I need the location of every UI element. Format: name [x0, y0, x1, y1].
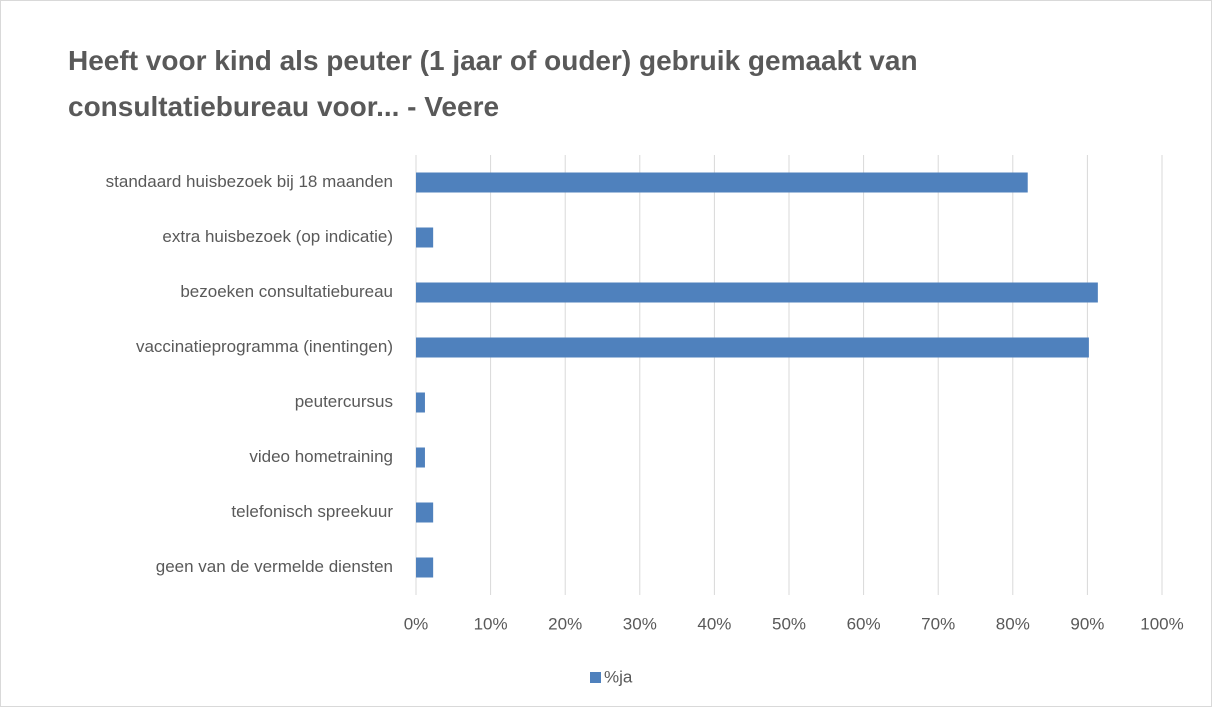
bar — [416, 227, 434, 248]
x-tick-label: 30% — [623, 614, 657, 633]
bar — [416, 282, 1098, 303]
x-tick-label: 100% — [1140, 614, 1183, 633]
bar — [416, 392, 425, 413]
y-tick-label: extra huisbezoek (op indicatie) — [162, 227, 393, 246]
x-tick-label: 60% — [847, 614, 881, 633]
bar — [416, 337, 1089, 358]
x-tick-label: 20% — [548, 614, 582, 633]
y-tick-label: vaccinatieprogramma (inentingen) — [136, 337, 393, 356]
x-tick-label: 0% — [404, 614, 429, 633]
bar — [416, 447, 425, 468]
bar — [416, 557, 434, 578]
y-tick-label: video hometraining — [249, 447, 393, 466]
y-tick-label: telefonisch spreekuur — [231, 502, 393, 521]
x-tick-label: 80% — [996, 614, 1030, 633]
chart-title: Heeft voor kind als peuter (1 jaar of ou… — [68, 45, 918, 122]
x-tick-label: 40% — [697, 614, 731, 633]
y-tick-label: peutercursus — [295, 392, 393, 411]
y-tick-label: standaard huisbezoek bij 18 maanden — [106, 172, 393, 191]
legend-label: %ja — [604, 667, 633, 686]
bar — [416, 502, 434, 523]
y-tick-label: bezoeken consultatiebureau — [180, 282, 393, 301]
x-tick-label: 10% — [474, 614, 508, 633]
x-tick-label: 90% — [1070, 614, 1104, 633]
legend-swatch — [590, 672, 601, 683]
x-tick-label: 50% — [772, 614, 806, 633]
bar — [416, 172, 1028, 193]
y-tick-label: geen van de vermelde diensten — [156, 557, 393, 576]
x-tick-label: 70% — [921, 614, 955, 633]
